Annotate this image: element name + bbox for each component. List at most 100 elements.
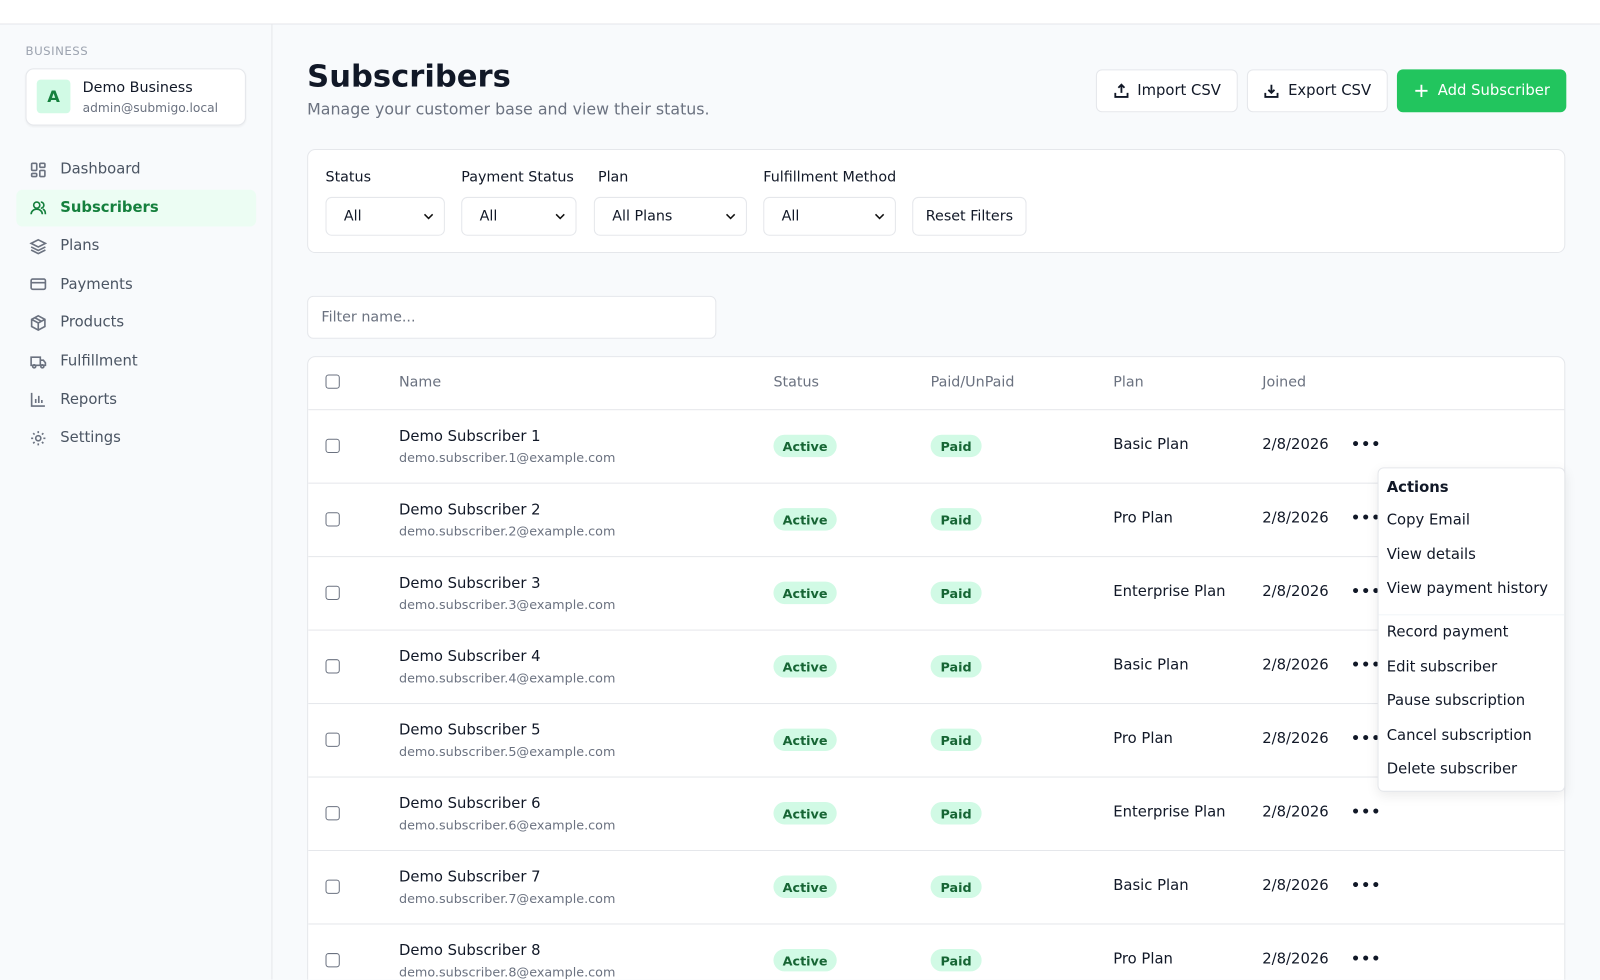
subscriber-name[interactable]: Demo Subscriber 5 [398,722,541,739]
menu-item-view-details[interactable]: View details [1386,546,1476,564]
column-header-paid[interactable]: Paid/UnPaid [930,374,1015,391]
actions-menu: Actions Copy Email View details View payme… [1377,467,1566,792]
sidebar-item-label: Plans [60,237,100,255]
sidebar-item-plans[interactable]: Plans [16,228,256,265]
sidebar-item-label: Settings [60,429,121,447]
row-checkbox[interactable] [325,438,340,454]
reset-filters-button[interactable]: Reset Filters [912,196,1027,236]
row-checkbox[interactable] [325,585,340,600]
payment-badge: Paid [930,948,982,972]
column-header-joined[interactable]: Joined [1262,374,1307,391]
subscriber-name[interactable]: Demo Subscriber 2 [398,502,541,519]
payment-badge: Paid [930,802,982,825]
subscriber-name[interactable]: Demo Subscriber 7 [398,869,541,886]
row-checkbox[interactable] [325,659,340,674]
row-checkbox[interactable] [325,953,340,968]
joined-cell: 2/8/2026 [1262,436,1329,454]
top-bar [0,0,1600,25]
bar-chart-icon [30,392,45,408]
subscriber-email: demo.subscriber.3@example.com [398,596,616,613]
table-row[interactable]: Demo Subscriber 2 demo.subscriber.2@exam… [308,482,1565,556]
sidebar-item-dashboard[interactable]: Dashboard [16,151,256,188]
joined-cell: 2/8/2026 [1262,804,1329,821]
sidebar-item-reports[interactable]: Reports [16,381,256,418]
filter-name-input[interactable] [307,295,717,339]
more-actions-icon[interactable]: ••• [1351,804,1382,821]
actions-menu-heading: Actions [1386,479,1449,496]
row-checkbox[interactable] [325,806,340,821]
more-actions-icon[interactable]: ••• [1351,436,1382,454]
plan-filter-select[interactable]: All Plans [593,196,747,236]
business-switcher[interactable]: A Demo Business admin@submigo.local [25,68,246,126]
table-row[interactable]: Demo Subscriber 6 demo.subscriber.6@exam… [308,776,1565,850]
menu-item-pause-subscription[interactable]: Pause subscription [1386,692,1526,710]
add-subscriber-button[interactable]: Add Subscriber [1396,69,1567,113]
subscriber-name[interactable]: Demo Subscriber 8 [398,942,541,960]
sidebar-item-label: Reports [60,391,117,408]
more-actions-icon[interactable]: ••• [1351,951,1382,968]
menu-item-edit-subscriber[interactable]: Edit subscriber [1386,659,1498,676]
subscriber-name[interactable]: Demo Subscriber 6 [398,795,541,813]
chevron-down-icon [725,213,736,220]
menu-item-copy-email[interactable]: Copy Email [1386,512,1471,529]
payment-badge: Paid [930,655,982,678]
menu-item-view-payment-history[interactable]: View payment history [1386,580,1549,597]
more-actions-icon[interactable]: ••• [1351,583,1382,600]
sidebar-item-payments[interactable]: Payments [16,266,256,303]
table-row[interactable]: Demo Subscriber 1 demo.subscriber.1@exam… [308,409,1565,482]
more-actions-icon[interactable]: ••• [1351,657,1382,674]
joined-cell: 2/8/2026 [1262,730,1329,747]
sidebar-item-fulfillment[interactable]: Fulfillment [16,343,256,380]
table-row[interactable]: Demo Subscriber 7 demo.subscriber.7@exam… [308,849,1565,923]
subscriber-email: demo.subscriber.7@example.com [398,890,616,907]
more-actions-icon[interactable]: ••• [1351,510,1382,527]
status-filter-value: All [343,208,362,225]
menu-item-cancel-subscription[interactable]: Cancel subscription [1386,727,1532,744]
table-row[interactable]: Demo Subscriber 5 demo.subscriber.5@exam… [308,703,1565,776]
menu-separator [1378,614,1565,616]
row-checkbox[interactable] [325,512,340,527]
table-row[interactable]: Demo Subscriber 4 demo.subscriber.4@exam… [308,629,1565,703]
subscriber-name[interactable]: Demo Subscriber 1 [398,428,541,445]
column-header-name[interactable]: Name [398,374,442,391]
table-row[interactable]: Demo Subscriber 8 demo.subscriber.8@exam… [308,923,1565,980]
row-checkbox[interactable] [325,732,340,747]
import-csv-button[interactable]: Import CSV [1095,69,1238,113]
export-csv-button[interactable]: Export CSV [1246,69,1388,113]
fulfillment-filter-select[interactable]: All [763,196,896,236]
payment-badge: Paid [930,508,982,531]
select-all-checkbox[interactable] [325,374,340,389]
sidebar-item-label: Dashboard [60,161,141,178]
export-csv-label: Export CSV [1288,82,1372,99]
column-header-status[interactable]: Status [773,374,819,391]
plan-cell: Pro Plan [1113,510,1173,527]
sidebar-item-subscribers[interactable]: Subscribers [16,189,257,227]
plan-cell: Basic Plan [1113,657,1189,674]
column-header-plan[interactable]: Plan [1113,374,1144,391]
row-checkbox[interactable] [325,879,340,894]
payment-badge: Paid [930,875,982,898]
subscriber-name[interactable]: Demo Subscriber 4 [398,648,541,666]
status-badge: Active [773,434,837,458]
status-badge: Active [773,875,837,898]
sidebar-item-label: Products [60,314,125,332]
joined-cell: 2/8/2026 [1262,951,1329,968]
status-badge: Active [773,508,837,531]
payment-status-filter-select[interactable]: All [461,196,577,236]
fulfillment-filter-label: Fulfillment Method [763,169,897,186]
more-actions-icon[interactable]: ••• [1351,877,1382,894]
subscriber-name[interactable]: Demo Subscriber 3 [398,575,541,592]
joined-cell: 2/8/2026 [1262,657,1329,674]
menu-item-delete-subscriber[interactable]: Delete subscriber [1386,761,1518,778]
chevron-down-icon [874,213,885,220]
more-actions-icon[interactable]: ••• [1351,730,1382,747]
sidebar-item-products[interactable]: Products [16,304,256,341]
menu-item-record-payment[interactable]: Record payment [1386,624,1509,641]
table-row[interactable]: Demo Subscriber 3 demo.subscriber.3@exam… [308,556,1565,629]
payment-status-filter-label: Payment Status [461,169,574,186]
status-filter-select[interactable]: All [325,196,445,236]
page-title: Subscribers [307,59,511,95]
subscriber-email: demo.subscriber.6@example.com [398,817,616,833]
sidebar-item-settings[interactable]: Settings [16,420,256,457]
status-badge: Active [773,581,837,605]
